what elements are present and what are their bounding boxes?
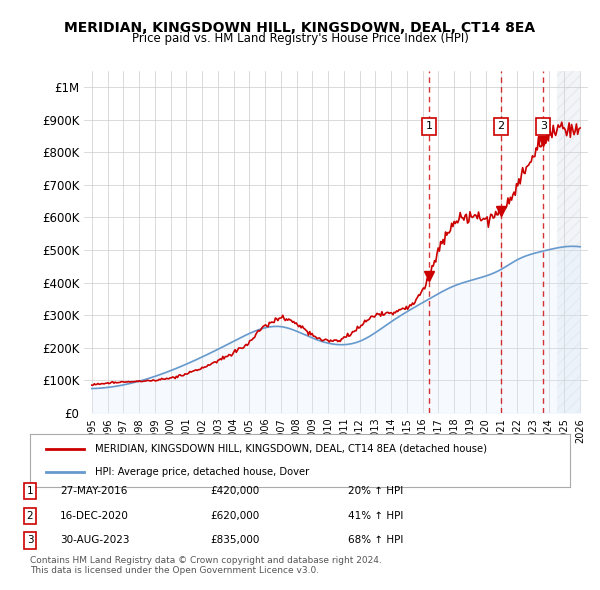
Text: 3: 3 (540, 121, 547, 131)
Text: 27-MAY-2016: 27-MAY-2016 (60, 486, 127, 496)
Text: 1: 1 (425, 121, 433, 131)
Text: HPI: Average price, detached house, Dover: HPI: Average price, detached house, Dove… (95, 467, 309, 477)
Text: Price paid vs. HM Land Registry's House Price Index (HPI): Price paid vs. HM Land Registry's House … (131, 32, 469, 45)
Text: 1: 1 (26, 486, 34, 496)
Text: 41% ↑ HPI: 41% ↑ HPI (348, 511, 403, 520)
Text: £420,000: £420,000 (210, 486, 259, 496)
Text: 68% ↑ HPI: 68% ↑ HPI (348, 536, 403, 545)
Text: 3: 3 (26, 536, 34, 545)
Text: MERIDIAN, KINGSDOWN HILL, KINGSDOWN, DEAL, CT14 8EA: MERIDIAN, KINGSDOWN HILL, KINGSDOWN, DEA… (64, 21, 536, 35)
Text: £835,000: £835,000 (210, 536, 259, 545)
Text: Contains HM Land Registry data © Crown copyright and database right 2024.
This d: Contains HM Land Registry data © Crown c… (30, 556, 382, 575)
Text: MERIDIAN, KINGSDOWN HILL, KINGSDOWN, DEAL, CT14 8EA (detached house): MERIDIAN, KINGSDOWN HILL, KINGSDOWN, DEA… (95, 444, 487, 454)
Text: £620,000: £620,000 (210, 511, 259, 520)
Text: 16-DEC-2020: 16-DEC-2020 (60, 511, 129, 520)
Text: 2: 2 (26, 511, 34, 520)
Text: 30-AUG-2023: 30-AUG-2023 (60, 536, 130, 545)
Text: 20% ↑ HPI: 20% ↑ HPI (348, 486, 403, 496)
Text: 2: 2 (497, 121, 505, 131)
